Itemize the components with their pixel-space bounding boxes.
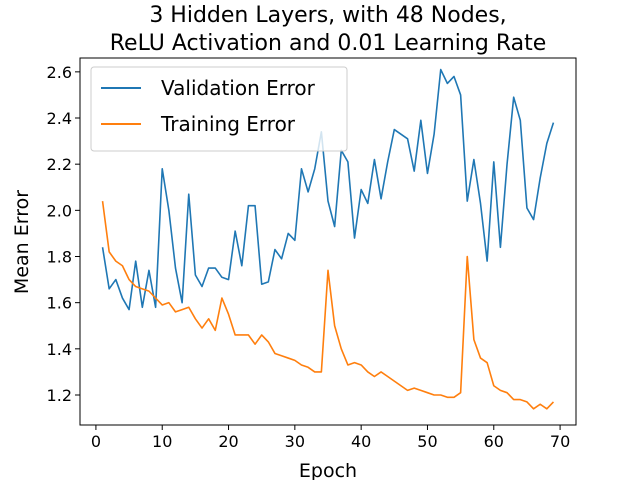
series-layer <box>101 68 555 410</box>
legend-label-validation-error: Validation Error <box>161 76 316 100</box>
chart-title: 3 Hidden Layers, with 48 Nodes, <box>149 3 506 28</box>
y-tick-label: 1.2 <box>47 386 72 405</box>
x-tick-label: 40 <box>351 432 371 451</box>
y-tick-label: 2.0 <box>47 201 72 220</box>
y-tick-label: 1.6 <box>47 294 72 313</box>
x-tick-label: 50 <box>417 432 437 451</box>
y-tick-label: 1.8 <box>47 248 72 267</box>
x-tick-label: 0 <box>91 432 101 451</box>
x-tick-label: 10 <box>152 432 172 451</box>
x-tick-label: 70 <box>550 432 570 451</box>
y-axis-ticks: 1.2 1.4 1.6 1.8 2.0 2.2 2.4 2.6 <box>47 63 80 405</box>
x-axis-label: Epoch <box>299 460 357 480</box>
series-line-training-error <box>101 201 555 410</box>
series-line-validation-error <box>101 68 555 311</box>
x-tick-label: 30 <box>285 432 305 451</box>
x-tick-label: 60 <box>484 432 504 451</box>
legend-box <box>90 66 348 152</box>
y-axis-label: Mean Error <box>11 190 33 294</box>
y-tick-label: 2.2 <box>47 155 72 174</box>
legend: Validation Error Training Error <box>90 66 348 152</box>
y-tick-label: 2.4 <box>47 109 72 128</box>
chart-subtitle: ReLU Activation and 0.01 Learning Rate <box>110 31 547 56</box>
y-tick-label: 2.6 <box>47 63 72 82</box>
x-axis-ticks: 0 10 20 30 40 50 60 70 <box>91 425 570 451</box>
plot-frame <box>79 57 577 426</box>
legend-label-training-error: Training Error <box>160 112 296 136</box>
x-tick-label: 20 <box>218 432 238 451</box>
y-tick-label: 1.4 <box>47 340 72 359</box>
